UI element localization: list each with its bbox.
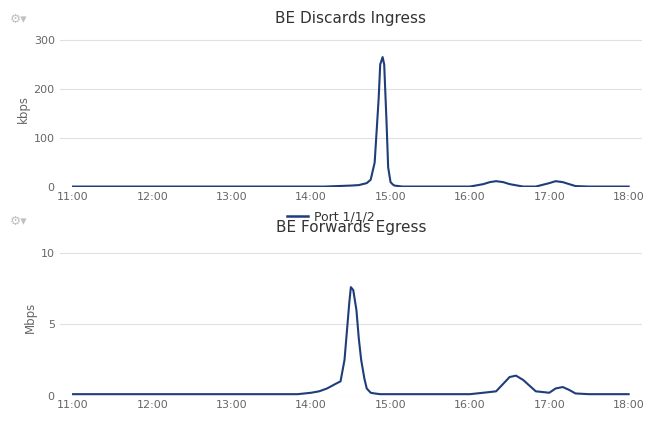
Y-axis label: Mbps: Mbps — [24, 301, 36, 333]
Legend: Port 1/1/2: Port 1/1/2 — [282, 206, 380, 228]
Y-axis label: kbps: kbps — [17, 95, 29, 123]
Title: BE Forwards Egress: BE Forwards Egress — [275, 220, 426, 235]
Text: ⚙▾: ⚙▾ — [10, 215, 27, 228]
Title: BE Discards Ingress: BE Discards Ingress — [275, 11, 426, 26]
Text: ⚙▾: ⚙▾ — [10, 13, 27, 26]
